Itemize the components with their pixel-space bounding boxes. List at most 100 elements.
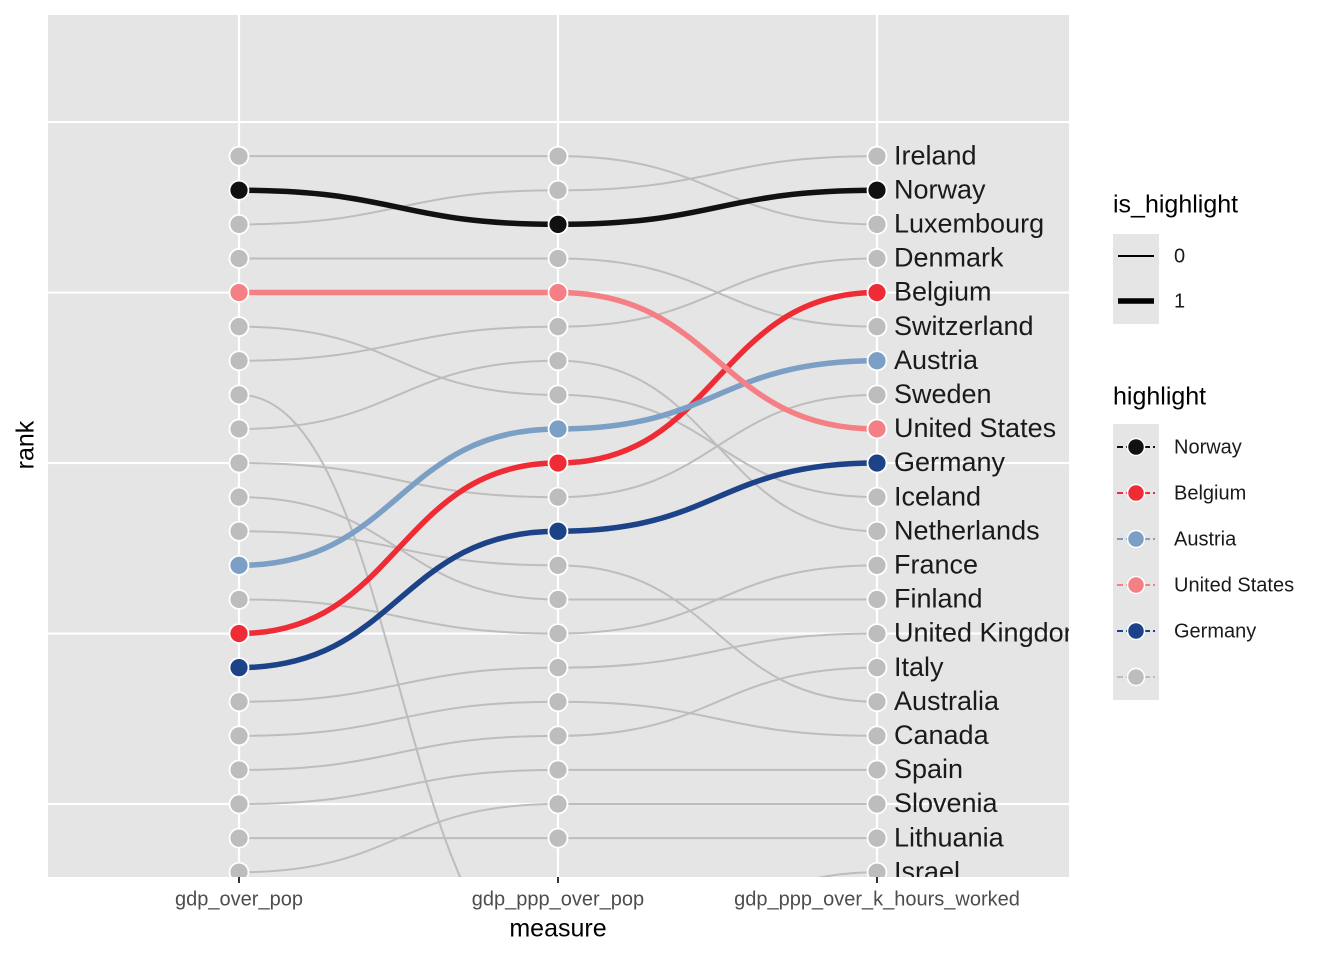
rank-point <box>547 554 569 576</box>
y-axis-title: rank <box>12 420 40 469</box>
rank-point <box>228 725 250 747</box>
rank-point <box>547 350 569 372</box>
rank-point <box>228 486 250 508</box>
rank-point <box>228 350 250 372</box>
legend-label: Germany <box>1174 620 1256 642</box>
rank-point <box>547 248 569 269</box>
x-tick-label: gdp_ppp_over_pop <box>472 888 644 910</box>
rank-point <box>228 554 250 576</box>
legend-title: highlight <box>1113 383 1206 411</box>
legend-point <box>1126 437 1146 457</box>
country-label: Canada <box>894 720 990 750</box>
rank-line <box>238 530 878 703</box>
country-label: Slovenia <box>894 788 999 818</box>
x-axis-title: measure <box>509 915 606 943</box>
rank-point <box>228 282 250 303</box>
legend-label: 1 <box>1174 290 1185 312</box>
legend-label: United States <box>1174 574 1294 596</box>
country-label: Germany <box>894 447 1006 477</box>
rank-point <box>547 145 569 167</box>
rank-point <box>228 861 250 877</box>
rank-point <box>547 179 569 201</box>
rank-point <box>547 316 569 338</box>
rank-point <box>866 691 888 713</box>
rank-point <box>866 316 888 338</box>
legend: is_highlight 0 1 highlight Norway Belgium Aust… <box>1113 191 1294 700</box>
rank-point <box>866 282 888 303</box>
legend-point <box>1126 529 1146 549</box>
rank-point <box>228 213 250 235</box>
legend-label: 0 <box>1174 245 1185 267</box>
rank-point <box>866 725 888 747</box>
rank-point <box>866 452 888 474</box>
rank-point <box>228 589 250 610</box>
rank-point <box>866 623 888 644</box>
country-label: Lithuania <box>894 822 1005 852</box>
country-label: Australia <box>894 686 1000 716</box>
plot-area: Ireland Luxembourg Denmark Switzerland Swede… <box>228 140 1086 886</box>
x-tick-label: gdp_ppp_over_k_hours_worked <box>734 888 1020 910</box>
country-label: Italy <box>894 652 944 682</box>
rank-point <box>866 179 888 201</box>
country-label: Belgium <box>894 277 992 307</box>
rank-point <box>866 520 888 542</box>
rank-point <box>228 657 250 679</box>
rank-point <box>866 418 888 440</box>
rank-point <box>866 384 888 406</box>
legend-title: is_highlight <box>1113 191 1238 219</box>
country-label: Austria <box>894 345 979 375</box>
country-label: Sweden <box>894 379 992 409</box>
rank-point <box>547 282 569 303</box>
rank-point <box>547 213 569 235</box>
rank-point <box>547 418 569 440</box>
country-label: United States <box>894 413 1056 443</box>
country-label: Switzerland <box>894 311 1034 341</box>
rank-point <box>547 827 569 849</box>
country-label: Israel <box>894 856 960 886</box>
rank-line <box>239 289 878 432</box>
rank-point <box>866 657 888 679</box>
rank-point <box>866 861 888 877</box>
rank-point <box>866 827 888 849</box>
rank-point <box>547 725 569 747</box>
rank-point <box>547 793 569 815</box>
rank-point <box>228 145 250 167</box>
country-label: Luxembourg <box>894 208 1044 238</box>
rank-point <box>547 657 569 679</box>
rank-point <box>228 179 250 201</box>
rank-point <box>866 554 888 576</box>
rank-point <box>547 691 569 713</box>
rank-point <box>866 145 888 167</box>
rank-point <box>866 213 888 235</box>
rank-point <box>228 759 250 781</box>
rank-point <box>866 759 888 781</box>
rank-point <box>228 520 250 542</box>
rank-point <box>866 589 888 610</box>
axes: gdp_over_pop gdp_ppp_over_pop gdp_ppp_over… <box>175 877 1020 910</box>
rank-point <box>228 418 250 440</box>
country-label: Netherlands <box>894 515 1040 545</box>
rank-point <box>547 759 569 781</box>
country-label: Norway <box>894 174 986 204</box>
rank-point <box>228 793 250 815</box>
rank-point <box>547 589 569 610</box>
rank-point <box>547 384 569 406</box>
country-label: Finland <box>894 584 983 614</box>
legend-point <box>1126 575 1146 595</box>
rank-point <box>866 486 888 508</box>
country-label: Ireland <box>894 140 977 170</box>
rank-point <box>228 691 250 713</box>
legend-label: Austria <box>1174 528 1237 550</box>
rank-point <box>228 384 250 406</box>
rank-point <box>547 486 569 508</box>
country-label: Denmark <box>894 243 1004 273</box>
country-label: France <box>894 549 978 579</box>
legend-label: Norway <box>1174 436 1242 458</box>
country-label: United Kingdom <box>894 618 1086 648</box>
country-label: Spain <box>894 754 963 784</box>
rank-point <box>228 623 250 644</box>
rank-line <box>238 496 877 601</box>
rank-point <box>228 452 250 474</box>
legend-point <box>1126 667 1146 687</box>
country-label: Iceland <box>894 481 981 511</box>
